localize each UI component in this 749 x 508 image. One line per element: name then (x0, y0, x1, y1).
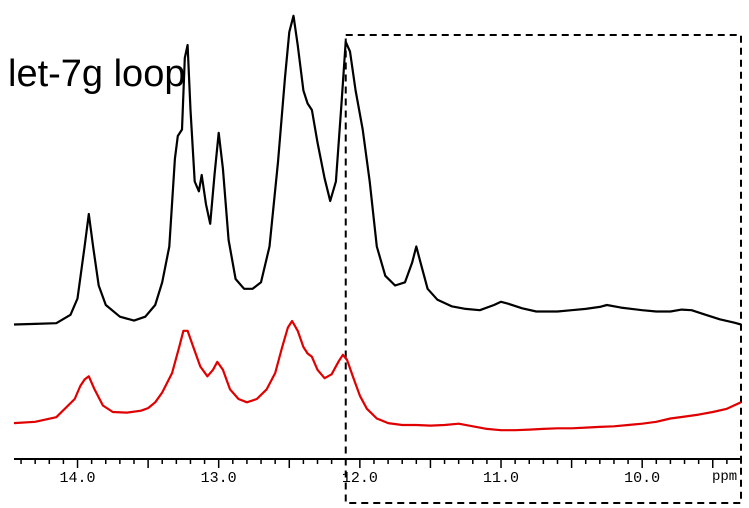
x-tick-label: 12.0 (342, 470, 378, 487)
x-tick-label: 10.0 (624, 470, 660, 487)
x-axis-label: ppm (712, 469, 737, 485)
x-tick-label: 11.0 (483, 470, 519, 487)
x-tick-label: 14.0 (60, 470, 96, 487)
x-axis-ticks (20, 459, 742, 468)
chart-title: let-7g loop (8, 53, 185, 95)
x-tick-label: 13.0 (201, 470, 237, 487)
highlight-region-box (344, 34, 742, 504)
spectrum-series-group (13, 14, 742, 432)
spectrum-trace-2 (13, 319, 742, 432)
x-axis-tick-labels: 14.0 13.0 12.0 11.0 10.0 (60, 470, 661, 487)
spectrum-trace-1 (13, 14, 742, 326)
